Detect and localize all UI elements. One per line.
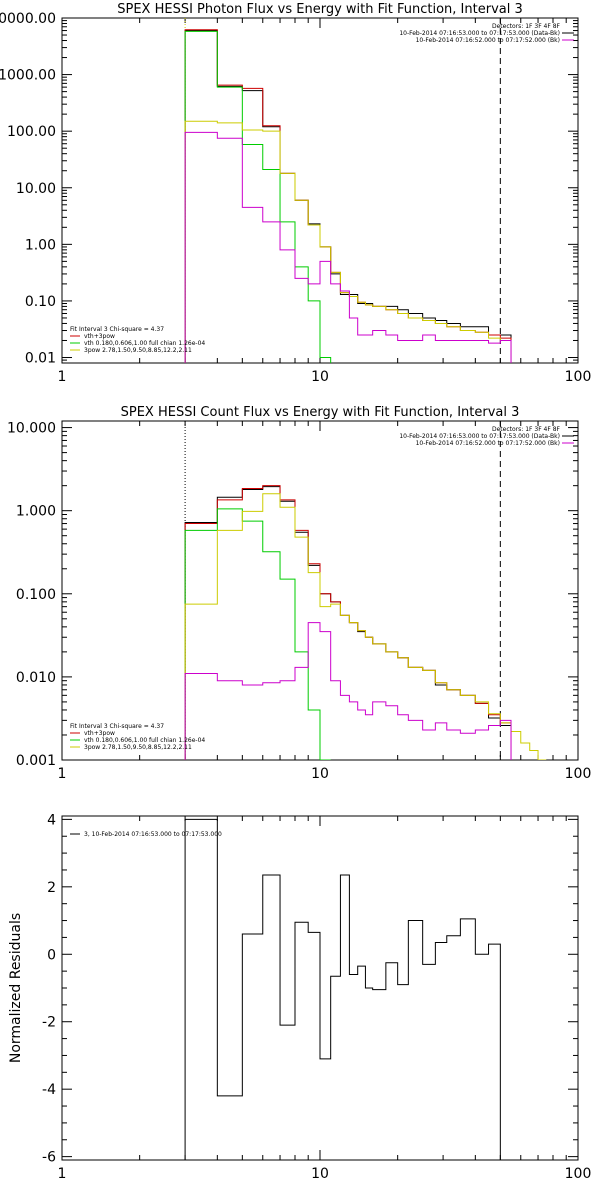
y-tick-label: 10.000 (7, 421, 56, 437)
series-0 (184, 486, 512, 760)
x-tick-label: 10 (311, 369, 329, 385)
residuals-panel: Normalized Residuals 1 10 100 4 2 0 -2 -4 -6 3, 10… (8, 812, 591, 1182)
y-tick-label: 0 (47, 947, 56, 963)
series-1 (184, 485, 512, 760)
legend-entry: 10-Feb-2014 07:16:52.000 to 07:17:52.000… (416, 440, 560, 447)
legend-entry: vth+3pow (84, 333, 115, 340)
y-tick-label: 4 (47, 812, 56, 828)
series-0 (184, 30, 512, 363)
chart-title: SPEX HESSI Count Flux vs Energy with Fit… (121, 405, 520, 420)
series-2 (184, 508, 331, 760)
series-step-line (184, 29, 512, 363)
x-tick-label: 100 (565, 369, 592, 385)
photon-flux-panel: SPEX HESSI Photon Flux vs Energy with Fi… (0, 2, 591, 385)
legend-entry: vth 0.180,0.606,1.00 full chian 1.26e-04 (84, 340, 205, 347)
series-2 (184, 30, 341, 363)
series-step-line (184, 120, 512, 363)
series-step-line (184, 493, 554, 760)
x-tick-label: 1 (58, 766, 67, 782)
y-tick-label: 1.000 (16, 504, 56, 520)
legend-entry: 10-Feb-2014 07:16:53.000 to 07:17:53.000… (399, 433, 560, 440)
series-1 (184, 29, 512, 363)
y-tick-label: -6 (42, 1150, 56, 1166)
y-tick-label: -4 (42, 1082, 56, 1098)
legend-entry: Detectors: 1F 3F 4F 8F (492, 426, 561, 433)
y-tick-label: 10.00 (16, 181, 56, 197)
x-tick-label: 1 (58, 369, 67, 385)
y-tick-label: 1.00 (25, 237, 56, 253)
legend-entry: Fit Interval 3 Chi-square = 4.37 (70, 326, 164, 333)
series-0 (184, 818, 501, 1160)
x-tick-label: 1 (58, 1166, 67, 1182)
y-tick-label: 0.001 (16, 753, 56, 769)
series-step-line (184, 30, 341, 363)
legend-entry: vth+3pow (84, 730, 115, 737)
series-3 (184, 120, 512, 363)
y-tick-label: 2 (47, 880, 56, 896)
series-4 (184, 622, 512, 760)
count-flux-panel: SPEX HESSI Count Flux vs Energy with Fit… (7, 405, 591, 782)
x-tick-label: 100 (565, 1166, 592, 1182)
y-tick-label: 100.00 (7, 124, 56, 140)
legend-entry: 10-Feb-2014 07:16:52.000 to 07:17:52.000… (416, 37, 560, 44)
y-tick-label: 1000.00 (0, 68, 56, 84)
series-step-line (184, 486, 512, 760)
legend-entry: 3pow 2.78,1.50,9.50,8.85,12.2,2.11 (84, 744, 192, 751)
series-step-line (184, 485, 512, 760)
series-step-line (184, 622, 512, 760)
legend-entry: 3pow 2.78,1.50,9.50,8.85,12.2,2.11 (84, 347, 192, 354)
legend-entry: vth 0.180,0.606,1.00 full chian 1.26e-04 (84, 737, 205, 744)
y-tick-label: -2 (42, 1015, 56, 1031)
series-4 (184, 131, 512, 363)
x-tick-label: 100 (565, 766, 592, 782)
legend-entry: 3, 10-Feb-2014 07:16:53.000 to 07:17:53.… (84, 831, 222, 838)
y-tick-label: 0.010 (16, 670, 56, 686)
y-tick-label: 0.10 (25, 294, 56, 310)
x-tick-label: 10 (311, 1166, 329, 1182)
y-tick-label: 0.100 (16, 587, 56, 603)
y-tick-label: 0.01 (25, 351, 56, 367)
y-axis-label: Normalized Residuals (8, 913, 24, 1063)
series-3 (184, 493, 554, 760)
legend-entry: Fit Interval 3 Chi-square = 4.37 (70, 723, 164, 730)
series-step-line (184, 131, 512, 363)
x-tick-label: 10 (311, 766, 329, 782)
legend-entry: Detectors: 1F 3F 4F 8F (492, 23, 561, 30)
chart-title: SPEX HESSI Photon Flux vs Energy with Fi… (117, 2, 523, 17)
series-step-line (184, 30, 512, 363)
series-step-line (184, 818, 501, 1160)
series-step-line (184, 508, 331, 760)
legend-entry: 10-Feb-2014 07:16:53.000 to 07:17:53.000… (399, 30, 560, 37)
